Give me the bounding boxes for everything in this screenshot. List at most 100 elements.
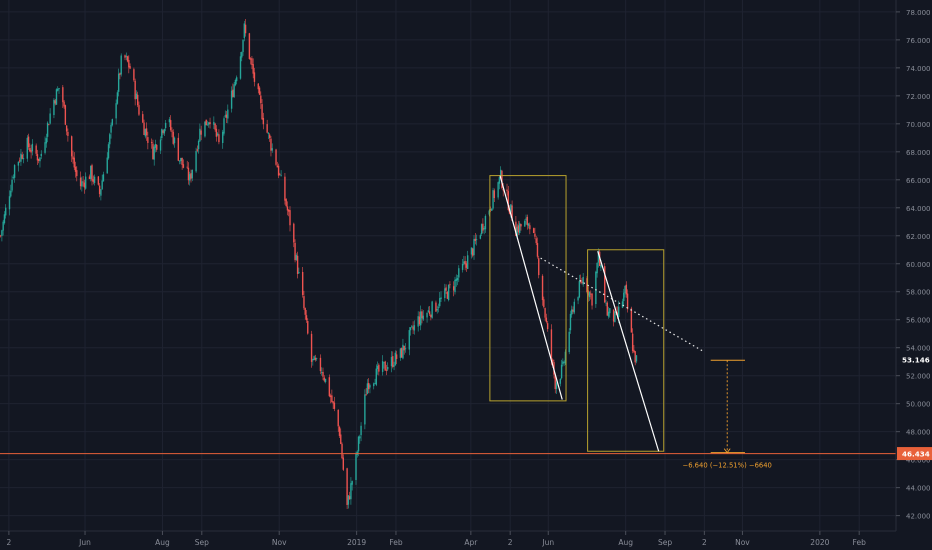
- candle-body[interactable]: [162, 130, 164, 133]
- candle-body[interactable]: [633, 349, 635, 353]
- candle-body[interactable]: [493, 190, 496, 199]
- candle-body[interactable]: [435, 302, 437, 312]
- candle-body[interactable]: [400, 348, 403, 358]
- candle-body[interactable]: [92, 179, 94, 182]
- candle-body[interactable]: [563, 362, 565, 363]
- candle-body[interactable]: [196, 149, 199, 151]
- candle-body[interactable]: [403, 345, 405, 351]
- candle-body[interactable]: [252, 64, 254, 74]
- candle-body[interactable]: [517, 225, 520, 233]
- candle-body[interactable]: [168, 119, 171, 123]
- candle-body[interactable]: [359, 436, 361, 439]
- candle-body[interactable]: [449, 284, 451, 286]
- candle-body[interactable]: [152, 143, 154, 160]
- candle-body[interactable]: [357, 436, 360, 452]
- candle-body[interactable]: [417, 316, 419, 327]
- candle-body[interactable]: [538, 258, 540, 276]
- candle-body[interactable]: [58, 88, 60, 90]
- candle-body[interactable]: [341, 443, 343, 459]
- candle-body[interactable]: [470, 247, 473, 255]
- candle-body[interactable]: [413, 325, 416, 331]
- candle-body[interactable]: [206, 124, 209, 126]
- candle-body[interactable]: [262, 117, 265, 125]
- candle-body[interactable]: [54, 100, 56, 104]
- candle-body[interactable]: [268, 134, 271, 139]
- candle-body[interactable]: [524, 221, 526, 227]
- candle-body[interactable]: [600, 265, 602, 268]
- candle-body[interactable]: [310, 333, 313, 362]
- candle-body[interactable]: [303, 296, 305, 309]
- candle-body[interactable]: [338, 426, 341, 436]
- rectangle-drawing[interactable]: [587, 249, 665, 452]
- candle-body[interactable]: [408, 330, 410, 350]
- candle-body[interactable]: [381, 361, 384, 372]
- candle-body[interactable]: [431, 301, 433, 318]
- candle-body[interactable]: [10, 190, 12, 197]
- candle-body[interactable]: [418, 316, 421, 325]
- candle-body[interactable]: [172, 131, 174, 144]
- time-axis-panel[interactable]: [0, 531, 896, 550]
- candle-body[interactable]: [18, 160, 21, 162]
- candle-body[interactable]: [186, 166, 188, 168]
- candle-body[interactable]: [572, 309, 574, 312]
- candle-body[interactable]: [545, 317, 548, 322]
- candle-body[interactable]: [171, 130, 173, 132]
- candle-body[interactable]: [546, 323, 549, 330]
- candle-body[interactable]: [499, 169, 502, 179]
- candle-body[interactable]: [519, 223, 521, 233]
- candle-body[interactable]: [480, 224, 483, 235]
- candle-body[interactable]: [605, 302, 607, 304]
- candle-body[interactable]: [355, 453, 357, 480]
- candle-body[interactable]: [150, 142, 153, 143]
- candle-body[interactable]: [138, 105, 140, 115]
- candle-body[interactable]: [321, 372, 323, 373]
- candle-body[interactable]: [218, 134, 220, 143]
- candle-body[interactable]: [582, 276, 584, 285]
- candle-body[interactable]: [260, 95, 262, 104]
- candle-body[interactable]: [348, 496, 351, 500]
- candle-body[interactable]: [498, 177, 501, 184]
- candle-body[interactable]: [383, 362, 385, 364]
- candle-body[interactable]: [17, 161, 20, 166]
- candle-body[interactable]: [384, 361, 386, 371]
- candle-body[interactable]: [544, 308, 546, 318]
- candle-body[interactable]: [244, 24, 247, 34]
- candle-body[interactable]: [444, 288, 446, 299]
- candle-body[interactable]: [242, 39, 244, 53]
- candle-body[interactable]: [634, 351, 636, 363]
- candle-body[interactable]: [331, 395, 333, 403]
- candle-body[interactable]: [224, 115, 226, 117]
- candle-body[interactable]: [559, 378, 562, 384]
- candle-body[interactable]: [342, 457, 344, 470]
- candle-body[interactable]: [329, 395, 332, 398]
- candle-body[interactable]: [445, 287, 447, 291]
- candle-body[interactable]: [173, 137, 176, 144]
- candle-body[interactable]: [241, 52, 243, 58]
- candle-body[interactable]: [163, 129, 166, 134]
- candle-body[interactable]: [53, 99, 55, 116]
- candle-body[interactable]: [387, 367, 389, 370]
- candle-body[interactable]: [313, 356, 315, 361]
- candle-body[interactable]: [117, 73, 120, 92]
- candle-body[interactable]: [235, 77, 238, 82]
- candle-body[interactable]: [48, 124, 50, 126]
- candle-body[interactable]: [199, 128, 201, 142]
- candle-body[interactable]: [475, 239, 478, 241]
- price-axis[interactable]: 42.000 44.000 46.000 48.000 50.000 52.000 54.0…: [896, 9, 931, 521]
- candle-body[interactable]: [134, 80, 136, 100]
- candle-body[interactable]: [67, 131, 69, 136]
- candle-body[interactable]: [624, 285, 626, 293]
- candle-body[interactable]: [72, 156, 74, 160]
- candle-body[interactable]: [73, 157, 75, 168]
- candle-body[interactable]: [511, 205, 513, 221]
- candle-body[interactable]: [40, 153, 42, 157]
- candle-body[interactable]: [350, 483, 352, 500]
- candle-body[interactable]: [581, 281, 583, 284]
- candle-body[interactable]: [527, 223, 530, 226]
- candle-body[interactable]: [36, 154, 39, 161]
- candle-body[interactable]: [64, 105, 67, 125]
- candle-body[interactable]: [216, 133, 219, 136]
- candle-body[interactable]: [21, 154, 23, 159]
- candle-body[interactable]: [142, 114, 144, 123]
- candle-body[interactable]: [446, 292, 449, 299]
